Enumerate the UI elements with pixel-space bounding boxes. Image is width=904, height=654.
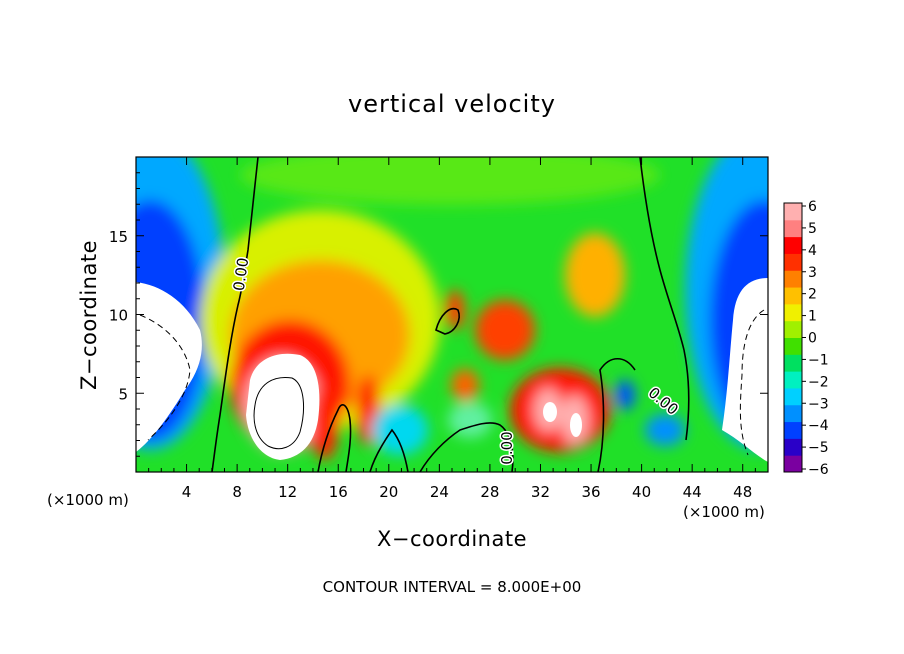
x-tick-label: 4	[182, 483, 192, 501]
mid-contour-1	[317, 404, 352, 472]
colorbar-swatch	[784, 455, 802, 473]
x-tick-label: 24	[430, 483, 449, 501]
colorbar-swatch	[784, 438, 802, 456]
x-tick-label: 44	[683, 483, 702, 501]
colorbar-tick-label: 4	[808, 243, 817, 259]
colorbar-tick-label: −4	[808, 418, 829, 434]
x-tick-label: 12	[278, 483, 297, 501]
upper-right-cell	[565, 233, 625, 317]
mid-cell-1	[475, 300, 535, 360]
colorbar-swatch	[784, 203, 802, 221]
colorbar-swatch	[784, 387, 802, 406]
mid-cell-2	[445, 290, 465, 330]
colorbar-swatch	[784, 219, 802, 238]
colorbar-swatch	[784, 303, 802, 322]
colorbar-swatch	[784, 404, 802, 423]
x-tick-label: 20	[379, 483, 398, 501]
mid-contour-5	[597, 357, 636, 472]
colorbar-swatch	[784, 421, 802, 439]
colorbar-swatch	[784, 253, 802, 271]
updraft-out-of-range-region	[246, 353, 320, 460]
x-tick-label: 8	[232, 483, 242, 501]
x-tick-label: 36	[581, 483, 600, 501]
colorbar: 6 5 4 3 2 1 0 −1 −2 −3 −4 −5 −6	[783, 199, 829, 478]
colorbar-swatch	[784, 354, 802, 372]
y-unit-label: (×1000 m)	[47, 491, 129, 509]
mid-cell-3	[451, 369, 479, 401]
y-tick-label: 10	[109, 307, 128, 325]
colorbar-swatch	[784, 337, 802, 355]
right-out-of-range-region	[722, 278, 768, 462]
contour-label-center: 0.00	[498, 431, 516, 464]
colorbar-tick-label: −2	[808, 374, 829, 390]
colorbar-swatch	[784, 371, 802, 389]
mid-downdraft-1	[372, 405, 428, 455]
velocity-field	[136, 157, 768, 460]
colorbar-swatch	[784, 320, 802, 338]
dashed-contours	[139, 309, 765, 456]
colorbar-tick-label: −5	[808, 440, 829, 456]
zero-contour-left	[211, 157, 259, 472]
x-tick-label: 16	[329, 483, 348, 501]
upper-field-zone	[240, 157, 660, 205]
y-tick-label: 15	[109, 228, 128, 246]
right-dashed-contour	[739, 309, 765, 456]
mid-downdraft-2	[448, 402, 492, 438]
y-tick-label: 5	[118, 385, 128, 403]
colorbar-tick-label: 0	[808, 331, 817, 347]
colorbar-swatch	[784, 236, 802, 254]
mid-contour-2	[369, 428, 409, 472]
y-axis-label: Z−coordinate	[77, 240, 101, 390]
right-lower-downdraft-2	[645, 414, 685, 446]
contour-lines	[211, 157, 690, 472]
y-axis-ticks: 5 10 15	[109, 172, 768, 457]
left-dashed-contour	[139, 314, 191, 441]
x-tick-label: 28	[480, 483, 499, 501]
x-tick-label: 40	[632, 483, 651, 501]
colorbar-tick-label: 2	[808, 287, 817, 303]
mid-contour-3	[419, 422, 514, 472]
left-out-of-range-region	[136, 282, 202, 452]
colorbar-tick-label: −3	[808, 396, 829, 412]
colorbar-tick-label: 5	[808, 221, 817, 237]
mid-contour-4	[435, 308, 460, 335]
colorbar-tick-label: 3	[808, 265, 817, 281]
colorbar-tick-label: 1	[808, 309, 817, 325]
updraft-inner-contour	[253, 376, 305, 450]
twin-out-of-range-2	[570, 413, 582, 437]
twin-out-of-range-1	[543, 402, 557, 422]
colorbar-swatch	[784, 287, 802, 305]
right-lower-downdraft-1	[615, 380, 635, 410]
x-axis-ticks: 4 8 12 16 20 24 28 32 36 40 44 48	[148, 157, 756, 501]
x-tick-label: 48	[733, 483, 752, 501]
colorbar-tick-label: −6	[808, 462, 829, 478]
contour-interval-note: CONTOUR INTERVAL = 8.000E+00	[323, 578, 582, 596]
x-unit-label: (×1000 m)	[683, 503, 765, 521]
colorbar-tick-label: 6	[808, 199, 817, 215]
colorbar-tick-label: −1	[808, 352, 829, 368]
x-axis-label: X−coordinate	[377, 527, 527, 551]
chart-title: vertical velocity	[348, 90, 556, 118]
zero-contour-right	[639, 157, 690, 441]
colorbar-swatch	[784, 270, 802, 288]
x-tick-label: 32	[531, 483, 550, 501]
plot-area: 0.00 0.00 0.00	[136, 157, 768, 472]
